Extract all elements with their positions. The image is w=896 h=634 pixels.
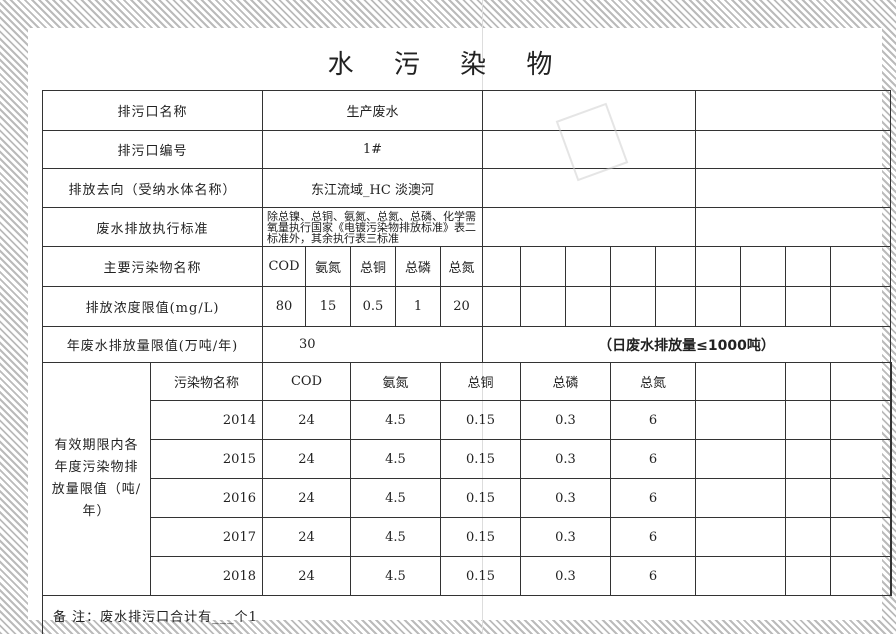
row-pollutants: 主要污染物名称 COD 氨氮 总铜 总磷 总氮 xyxy=(42,246,892,287)
row-outlet-no: 排污口编号 1# xyxy=(42,130,892,169)
row-concentration: 排放浓度限值(mg/L) 80 15 0.5 1 20 xyxy=(42,286,892,327)
row-outlet-name: 排污口名称 生产废水 xyxy=(42,90,892,131)
page-title: 水 污 染 物 xyxy=(327,50,569,80)
row-standard: 废水排放执行标准 除总镍、总铜、氨氮、总氮、总磷、化学需氧量执行国家《电镀污染物… xyxy=(42,207,892,247)
pollutant-table: 排污口名称 生产废水 排污口编号 1# 排放去向（受纳水体名称） 东江流域_HC… xyxy=(42,90,892,634)
year-row: 2017 24 4.5 0.15 0.3 6 xyxy=(43,517,892,557)
year-row: 2014 24 4.5 0.15 0.3 6 xyxy=(43,400,892,440)
row-note: 备 注：废水排污口合计有___个1 xyxy=(42,595,892,634)
year-row: 2015 24 4.5 0.15 0.3 6 xyxy=(43,439,892,479)
year-row: 2016 24 4.5 0.15 0.3 6 xyxy=(43,478,892,518)
year-row: 2018 24 4.5 0.15 0.3 6 xyxy=(43,556,892,596)
row-destination: 排放去向（受纳水体名称） 东江流域_HC 淡澳河 xyxy=(42,168,892,208)
row-annual-limit: 年废水排放量限值(万吨/年) 30 （日废水排放量≤1000吨） xyxy=(42,326,892,363)
yearly-header-row: 有效期限内各年度污染物排放量限值（吨/年） 污染物名称 COD 氨氮 总铜 总磷… xyxy=(42,362,892,596)
